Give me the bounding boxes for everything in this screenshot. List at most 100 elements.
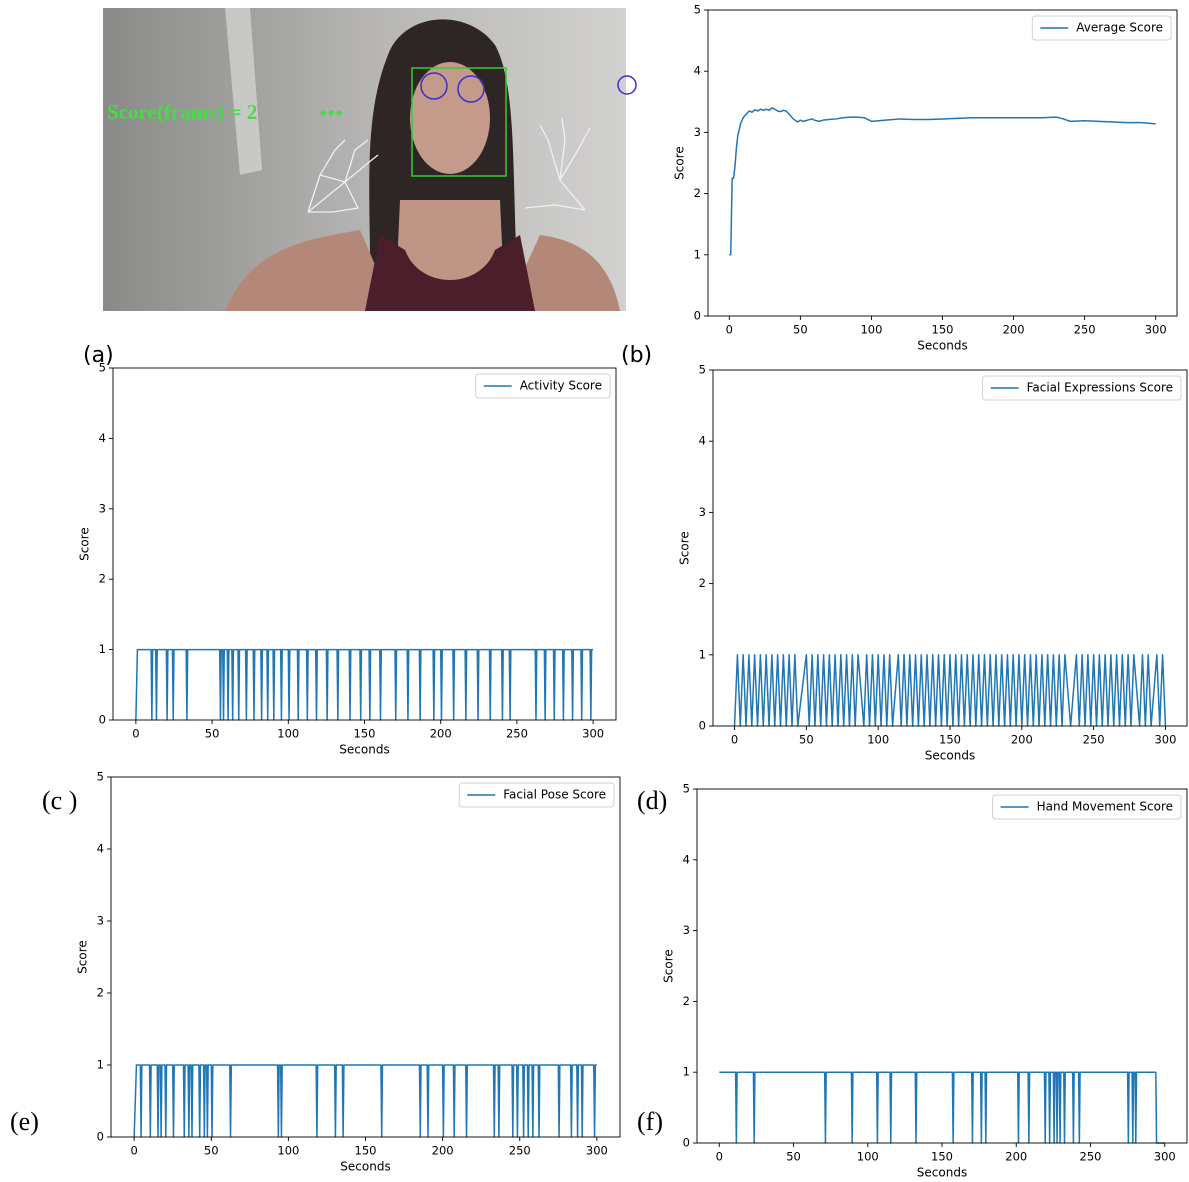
legend: Facial Expressions Score (982, 375, 1182, 401)
panel-label: (e) (10, 1107, 39, 1136)
x-tick-label: 0 (726, 323, 733, 337)
x-tick-label: 300 (582, 727, 604, 741)
x-tick-label: 300 (1154, 733, 1176, 747)
x-tick-label: 150 (354, 727, 376, 741)
y-tick-label: 4 (99, 431, 106, 445)
legend: Activity Score (475, 373, 611, 399)
series-line (133, 1064, 597, 1138)
x-axis-label: Seconds (925, 749, 975, 763)
y-tick-label: 0 (97, 1130, 104, 1144)
x-tick-label: 50 (205, 727, 220, 741)
y-tick-label: 1 (699, 647, 706, 661)
x-tick-label: 150 (931, 1150, 953, 1164)
x-tick-label: 250 (1074, 323, 1096, 337)
x-tick-label: 0 (130, 1144, 137, 1158)
x-tick-label: 200 (1005, 1150, 1027, 1164)
y-tick-label: 5 (683, 782, 690, 796)
y-tick-label: 3 (694, 125, 701, 139)
x-axis-label: Seconds (340, 1160, 390, 1174)
face (410, 62, 490, 174)
x-tick-label: 100 (277, 1144, 299, 1158)
y-tick-label: 4 (694, 64, 701, 78)
axes-frame (112, 367, 617, 721)
x-tick-label: 200 (432, 1144, 454, 1158)
y-tick-label: 2 (683, 994, 690, 1008)
face-box (411, 67, 507, 177)
legend-box (475, 373, 611, 399)
y-tick-label: 1 (99, 642, 106, 656)
x-tick-label: 100 (857, 1150, 879, 1164)
x-tick-label: 50 (204, 1144, 219, 1158)
x-tick-label: 250 (1083, 733, 1105, 747)
x-tick-label: 200 (1011, 733, 1033, 747)
y-tick-label: 5 (97, 770, 104, 784)
whiteboard-edge (225, 8, 262, 175)
legend: Average Score (1031, 15, 1172, 41)
legend: Facial Pose Score (458, 782, 615, 808)
video-frame: Score(frame) = 2 (103, 8, 637, 312)
series-line (135, 648, 594, 721)
x-tick-label: 150 (939, 733, 961, 747)
shoulder (225, 230, 395, 311)
y-tick-label: 3 (683, 923, 690, 937)
x-axis-label: Seconds (917, 1166, 967, 1180)
x-tick-label: 0 (716, 1150, 723, 1164)
legend-label: Facial Pose Score (503, 788, 606, 802)
y-tick-label: 1 (97, 1058, 104, 1072)
axes-frame (110, 776, 621, 1138)
y-tick-label: 5 (699, 363, 706, 377)
legend-label: Hand Movement Score (1037, 800, 1173, 814)
series-line (733, 654, 1167, 727)
y-tick-label: 0 (99, 713, 106, 727)
legend-box (982, 375, 1182, 401)
y-tick-label: 3 (699, 505, 706, 519)
legend-box (992, 794, 1182, 820)
hand-skeleton (307, 117, 591, 213)
shoulder (505, 235, 620, 311)
panel-label: (b) (621, 343, 652, 368)
eye-marker (457, 75, 485, 103)
y-tick-label: 1 (683, 1065, 690, 1079)
x-tick-label: 100 (867, 733, 889, 747)
x-tick-label: 0 (731, 733, 738, 747)
x-tick-label: 150 (355, 1144, 377, 1158)
panel-label: (c ) (42, 786, 77, 815)
panel-label: (d) (637, 786, 667, 815)
series-line (719, 1071, 1165, 1144)
dot (336, 110, 342, 116)
legend-label: Activity Score (520, 379, 602, 393)
y-tick-label: 2 (694, 186, 701, 200)
y-tick-label: 4 (683, 852, 690, 866)
legend: Hand Movement Score (992, 794, 1182, 820)
series-line (729, 107, 1156, 256)
x-tick-label: 100 (277, 727, 299, 741)
eye-marker (420, 72, 448, 100)
x-tick-label: 200 (430, 727, 452, 741)
x-tick-label: 250 (1080, 1150, 1102, 1164)
x-tick-label: 100 (860, 323, 882, 337)
y-tick-label: 5 (99, 361, 106, 375)
legend-box (458, 782, 615, 808)
y-tick-label: 4 (97, 842, 104, 856)
y-tick-label: 3 (99, 501, 106, 515)
y-tick-label: 5 (694, 3, 701, 17)
x-tick-label: 150 (932, 323, 954, 337)
y-tick-label: 3 (97, 914, 104, 928)
y-tick-label: 2 (99, 572, 106, 586)
y-axis-label: Score (673, 146, 687, 180)
y-tick-label: 4 (699, 434, 706, 448)
legend-label: Facial Expressions Score (1027, 381, 1173, 395)
panel-label: (a) (83, 343, 114, 368)
x-tick-label: 250 (506, 727, 528, 741)
x-tick-label: 50 (786, 1150, 801, 1164)
x-tick-label: 50 (793, 323, 808, 337)
x-tick-label: 300 (1145, 323, 1167, 337)
y-tick-label: 0 (694, 309, 701, 323)
y-tick-label: 1 (694, 247, 701, 261)
x-tick-label: 200 (1003, 323, 1025, 337)
legend-label: Average Score (1076, 21, 1163, 35)
